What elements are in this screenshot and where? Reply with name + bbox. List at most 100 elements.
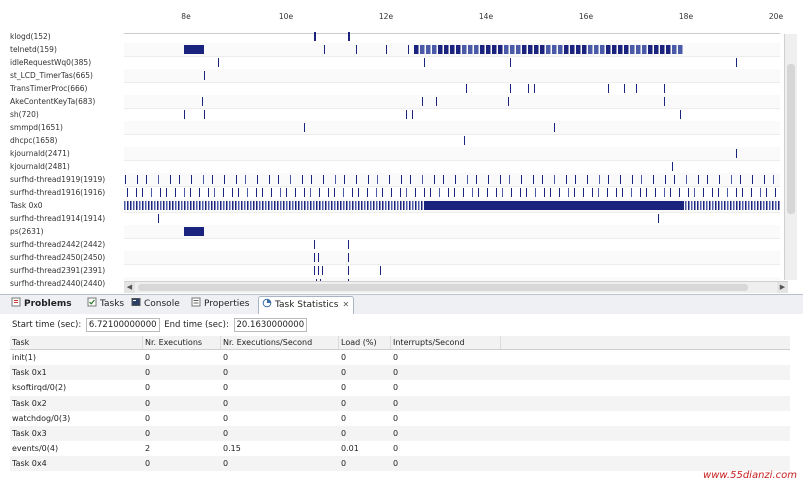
event-mark: [694, 188, 695, 197]
table-row[interactable]: Task 0x2 0 0 0 0: [10, 395, 790, 411]
task-lane[interactable]: [124, 173, 780, 187]
task-lane[interactable]: [124, 186, 780, 200]
scroll-left-arrow-icon[interactable]: ◀: [124, 282, 135, 293]
event-mark: [760, 201, 762, 210]
event-mark: [455, 175, 456, 184]
event-mark: [328, 201, 330, 210]
tab-task-statistics[interactable]: Task Statistics ✕: [258, 296, 355, 314]
event-mark: [163, 201, 165, 210]
table-row[interactable]: ksoftirqd/0(2) 0 0 0 0: [10, 380, 790, 395]
tab-properties[interactable]: Properties: [188, 297, 253, 312]
event-mark: [136, 188, 137, 197]
column-header-task[interactable]: Task: [10, 336, 143, 349]
event-mark: [208, 201, 210, 210]
task-lane[interactable]: [124, 108, 780, 122]
event-mark: [311, 175, 312, 184]
task-lane[interactable]: [124, 95, 780, 109]
task-lane[interactable]: [124, 251, 780, 265]
task-lane[interactable]: [124, 121, 780, 135]
task-lanes[interactable]: [124, 30, 784, 291]
task-lane[interactable]: [124, 212, 780, 226]
horizontal-scroll-thumb[interactable]: [138, 284, 748, 291]
cell-interrupts-per-second: 0: [393, 398, 399, 408]
event-mark: [496, 188, 497, 197]
task-lane[interactable]: [124, 160, 780, 174]
tab-console[interactable]: Console: [128, 297, 184, 312]
tab-label: Console: [144, 299, 180, 309]
task-lane[interactable]: [124, 69, 780, 83]
event-mark: [204, 110, 205, 119]
task-row-label: idleRequestWq0(385): [10, 58, 92, 67]
event-mark: [223, 188, 224, 197]
task-lane[interactable]: [124, 147, 780, 161]
task-lane[interactable]: [124, 82, 780, 96]
event-mark: [498, 45, 503, 54]
horizontal-scrollbar[interactable]: ◀ ▶: [124, 281, 788, 293]
event-mark: [520, 188, 521, 197]
cell-executions: 0: [145, 383, 151, 393]
close-tab-icon[interactable]: ✕: [342, 300, 350, 309]
event-mark: [298, 201, 300, 210]
event-mark: [382, 201, 384, 210]
event-mark: [698, 175, 699, 184]
event-marks: [124, 201, 780, 210]
event-mark: [528, 45, 533, 54]
cell-interrupts-per-second: 0: [393, 459, 399, 469]
event-mark: [568, 188, 569, 197]
event-mark: [355, 201, 357, 210]
event-mark: [356, 45, 357, 54]
column-header-interrupts-per-second[interactable]: Interrupts/Second: [391, 336, 501, 349]
event-mark: [202, 201, 204, 210]
event-mark: [178, 201, 180, 210]
table-row[interactable]: Task 0x1 0 0 0 0: [10, 365, 790, 381]
end-time-field[interactable]: 20.1630000000: [233, 318, 308, 332]
table-row[interactable]: Task 0x3 0 0 0 0: [10, 426, 790, 441]
task-lane[interactable]: [124, 238, 780, 252]
event-mark: [160, 188, 161, 197]
task-lane[interactable]: [124, 43, 780, 57]
event-mark: [324, 45, 325, 54]
task-row-label: kjournald(2481): [10, 162, 70, 171]
event-mark: [389, 175, 390, 184]
scroll-right-arrow-icon[interactable]: ▶: [777, 282, 788, 293]
start-time-field[interactable]: 6.72100000000: [85, 318, 160, 332]
task-lane[interactable]: [124, 56, 780, 70]
table-row[interactable]: events/0(4) 2 0.15 0.01 0: [10, 441, 790, 456]
event-mark: [686, 175, 687, 184]
event-mark: [587, 175, 588, 184]
column-header-executions-per-second[interactable]: Nr. Executions/Second: [221, 336, 339, 349]
column-header-load[interactable]: Load (%): [339, 336, 391, 349]
column-header-executions[interactable]: Nr. Executions: [143, 336, 221, 349]
event-mark: [314, 240, 315, 249]
task-lane[interactable]: [124, 225, 780, 239]
time-tick-label: 20e: [768, 12, 784, 21]
event-mark: [540, 45, 545, 54]
task-row-label: sh(720): [10, 110, 39, 119]
task-lane[interactable]: [124, 264, 780, 278]
table-row[interactable]: init(1) 0 0 0 0: [10, 350, 790, 365]
time-axis-line: [124, 33, 780, 34]
event-mark: [232, 188, 233, 197]
event-mark: [691, 201, 693, 210]
event-mark: [214, 188, 215, 197]
table-row[interactable]: watchdog/0(3) 0 0 0 0: [10, 411, 790, 426]
event-mark: [259, 201, 261, 210]
event-mark: [706, 201, 708, 210]
task-lane[interactable]: [124, 30, 780, 44]
vertical-scroll-thumb[interactable]: [787, 64, 795, 214]
tab-problems[interactable]: Problems: [8, 297, 76, 312]
event-mark: [454, 188, 455, 197]
event-mark: [672, 45, 677, 54]
task-lane[interactable]: [124, 134, 780, 148]
event-mark: [133, 201, 135, 210]
event-mark: [137, 175, 138, 184]
tab-tasks[interactable]: Tasks: [84, 297, 128, 312]
table-row[interactable]: Task 0x4 0 0 0 0: [10, 456, 790, 472]
event-mark: [204, 71, 205, 80]
event-mark: [511, 188, 512, 197]
event-marks: [202, 97, 665, 106]
event-mark: [199, 201, 201, 210]
task-lane[interactable]: [124, 199, 780, 213]
event-mark: [526, 188, 527, 197]
vertical-scrollbar[interactable]: [784, 34, 797, 280]
